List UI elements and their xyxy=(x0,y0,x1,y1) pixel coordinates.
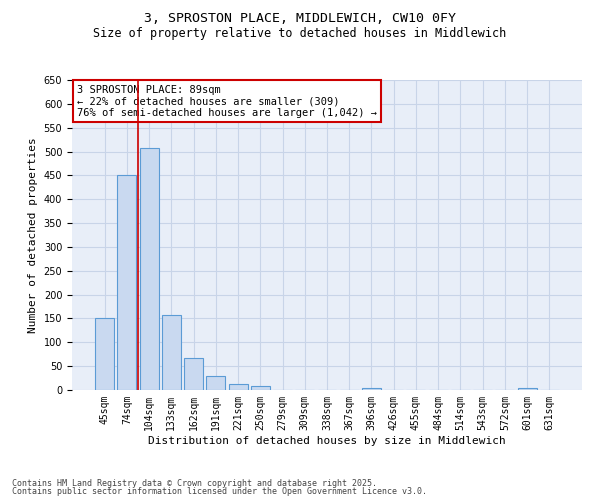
X-axis label: Distribution of detached houses by size in Middlewich: Distribution of detached houses by size … xyxy=(148,436,506,446)
Bar xyxy=(140,148,158,390)
Bar xyxy=(251,386,270,390)
Text: Size of property relative to detached houses in Middlewich: Size of property relative to detached ho… xyxy=(94,28,506,40)
Bar xyxy=(162,314,181,390)
Text: 3, SPROSTON PLACE, MIDDLEWICH, CW10 0FY: 3, SPROSTON PLACE, MIDDLEWICH, CW10 0FY xyxy=(144,12,456,26)
Bar xyxy=(95,318,114,390)
Bar xyxy=(184,358,203,390)
Bar xyxy=(229,384,248,390)
Text: Contains HM Land Registry data © Crown copyright and database right 2025.: Contains HM Land Registry data © Crown c… xyxy=(12,478,377,488)
Bar xyxy=(118,176,136,390)
Bar xyxy=(362,388,381,390)
Text: Contains public sector information licensed under the Open Government Licence v3: Contains public sector information licen… xyxy=(12,487,427,496)
Y-axis label: Number of detached properties: Number of detached properties xyxy=(28,137,38,333)
Bar xyxy=(206,376,225,390)
Text: 3 SPROSTON PLACE: 89sqm
← 22% of detached houses are smaller (309)
76% of semi-d: 3 SPROSTON PLACE: 89sqm ← 22% of detache… xyxy=(77,84,377,118)
Bar xyxy=(518,388,536,390)
